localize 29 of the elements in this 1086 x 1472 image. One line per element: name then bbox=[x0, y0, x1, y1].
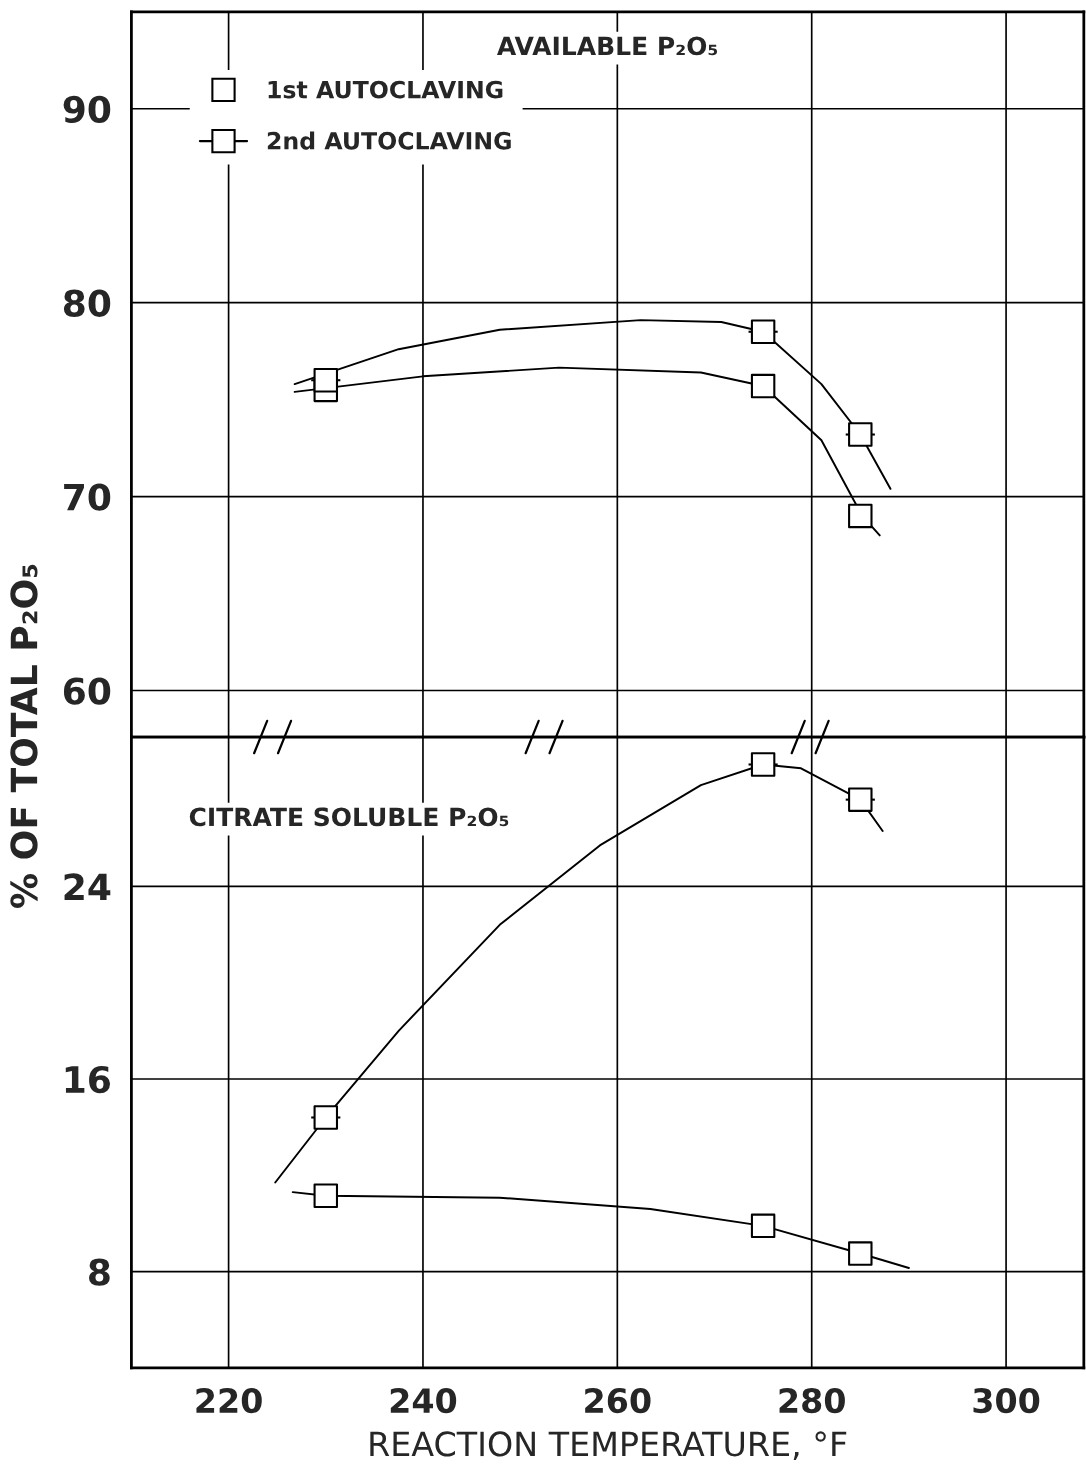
annotation: CITRATE SOLUBLE P₂O₅ bbox=[189, 807, 509, 827]
y-axis-title: % OF TOTAL P₂O₅ bbox=[10, 564, 38, 908]
point bbox=[750, 1213, 776, 1239]
y-tick-label: 16 bbox=[65, 1065, 111, 1094]
point bbox=[848, 503, 873, 529]
y-tick-label: 60 bbox=[63, 677, 111, 705]
y-tick-label: 80 bbox=[63, 289, 111, 317]
y-tick-label: 70 bbox=[64, 483, 111, 511]
point bbox=[313, 1183, 339, 1208]
y-tick-label: 8 bbox=[89, 1258, 110, 1286]
annotation: AVAILABLE P₂O₅ bbox=[496, 36, 718, 56]
legend-label: 2nd AUTOCLAVING bbox=[267, 131, 511, 150]
point bbox=[750, 752, 776, 777]
point bbox=[750, 373, 776, 399]
y-tick-label: 24 bbox=[64, 873, 111, 901]
point bbox=[313, 1105, 339, 1130]
point bbox=[848, 422, 873, 447]
y-tick-label: 90 bbox=[63, 95, 111, 123]
x-tick-label: 300 bbox=[973, 1387, 1040, 1414]
point bbox=[750, 319, 776, 344]
x-tick-label: 280 bbox=[779, 1387, 845, 1414]
point bbox=[313, 367, 339, 393]
x-axis-title: REACTION TEMPERATURE, °F bbox=[370, 1431, 847, 1460]
point bbox=[848, 787, 873, 812]
x-tick-label: 220 bbox=[196, 1387, 262, 1414]
x-tick-label: 260 bbox=[585, 1387, 651, 1414]
point bbox=[848, 1241, 873, 1266]
legend-label: 1st AUTOCLAVING bbox=[268, 80, 503, 99]
x-tick-label: 240 bbox=[390, 1387, 457, 1414]
